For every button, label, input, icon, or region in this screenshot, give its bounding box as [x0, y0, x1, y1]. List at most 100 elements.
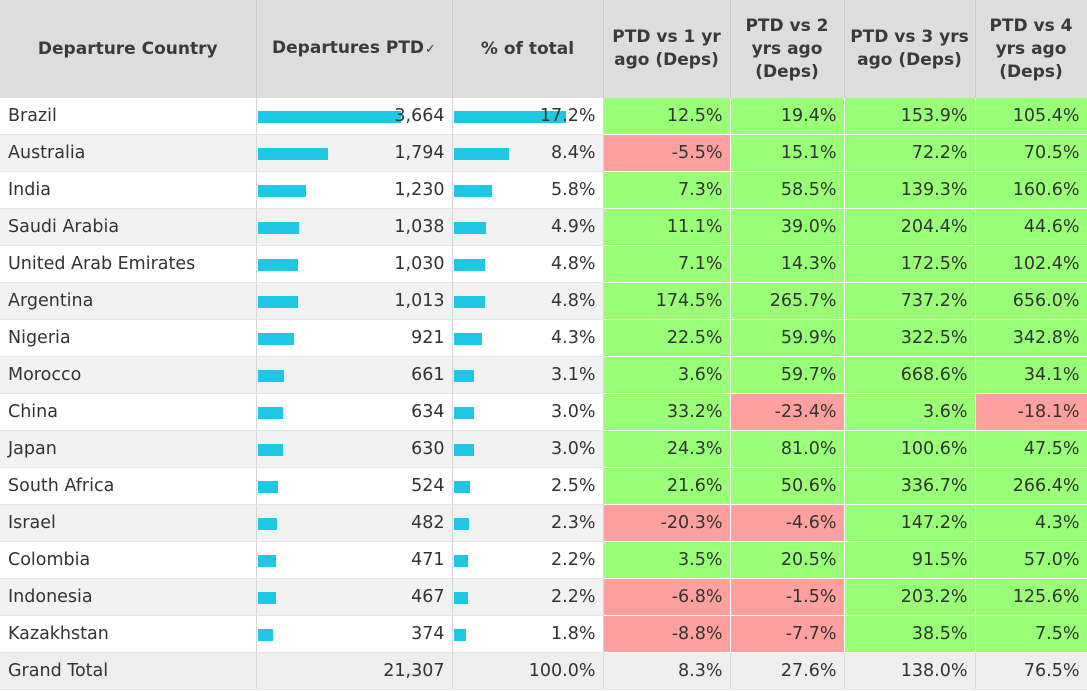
- table-row[interactable]: Israel 482 2.3% -20.3% -4.6% 147.2% 4.3%: [0, 504, 1087, 542]
- ptd-vs-4yr-cell: 266.4%: [975, 467, 1087, 505]
- total-vs-2yrs: 27.6%: [730, 652, 845, 690]
- departures-cell: 1,038: [256, 208, 453, 246]
- ptd-vs-1yr-cell: 24.3%: [603, 430, 731, 468]
- departures-bar: [257, 148, 328, 160]
- ptd-vs-4yr-cell: 4.3%: [975, 504, 1087, 542]
- header-pct-total[interactable]: % of total: [452, 0, 604, 98]
- departures-value: 482: [411, 513, 445, 533]
- country-cell: Saudi Arabia: [0, 208, 257, 246]
- departures-bar: [257, 629, 273, 641]
- ptd-vs-1yr-cell: 33.2%: [603, 393, 731, 431]
- table-row[interactable]: Brazil 3,664 17.2% 12.5% 19.4% 153.9% 105.4%: [0, 98, 1087, 135]
- table-row[interactable]: Japan 630 3.0% 24.3% 81.0% 100.6% 47.5%: [0, 430, 1087, 468]
- table-row[interactable]: India 1,230 5.8% 7.3% 58.5% 139.3% 160.6%: [0, 171, 1087, 209]
- header-ptd-vs-2yrs[interactable]: PTD vs 2 yrs ago (Deps): [730, 0, 845, 98]
- departures-bar: [257, 185, 306, 197]
- pct-total-value: 4.9%: [551, 217, 596, 237]
- header-ptd-vs-4yrs[interactable]: PTD vs 4 yrs ago (Deps): [975, 0, 1087, 98]
- pct-total-value: 2.3%: [551, 513, 596, 533]
- ptd-vs-2yr-cell: 59.7%: [730, 356, 845, 394]
- ptd-vs-4yr-cell: 656.0%: [975, 282, 1087, 320]
- pct-total-value: 3.0%: [551, 439, 596, 459]
- departures-cell: 1,030: [256, 245, 453, 283]
- table-row[interactable]: Saudi Arabia 1,038 4.9% 11.1% 39.0% 204.4% 44.…: [0, 208, 1087, 246]
- country-cell: India: [0, 171, 257, 209]
- ptd-vs-2yr-cell: -4.6%: [730, 504, 845, 542]
- header-row: Departure Country Departures PTD✓ % of t…: [0, 0, 1087, 98]
- pct-total-bar: [453, 592, 468, 604]
- departures-cell: 634: [256, 393, 453, 431]
- ptd-vs-1yr-cell: 12.5%: [603, 98, 731, 135]
- departures-cell: 374: [256, 615, 453, 653]
- country-cell: Morocco: [0, 356, 257, 394]
- departures-bar: [257, 296, 298, 308]
- pct-total-value: 2.2%: [551, 587, 596, 607]
- table-row[interactable]: China 634 3.0% 33.2% -23.4% 3.6% -18.1%: [0, 393, 1087, 431]
- country-cell: South Africa: [0, 467, 257, 505]
- pct-total-cell: 4.8%: [452, 245, 604, 283]
- table-row[interactable]: Australia 1,794 8.4% -5.5% 15.1% 72.2% 70.5%: [0, 134, 1087, 172]
- pct-total-cell: 3.0%: [452, 393, 604, 431]
- ptd-vs-4yr-cell: 47.5%: [975, 430, 1087, 468]
- table-row[interactable]: Indonesia 467 2.2% -6.8% -1.5% 203.2% 125.6%: [0, 578, 1087, 616]
- total-pct: 100.0%: [452, 652, 604, 690]
- ptd-vs-1yr-cell: -20.3%: [603, 504, 731, 542]
- table-row[interactable]: Nigeria 921 4.3% 22.5% 59.9% 322.5% 342.8%: [0, 319, 1087, 357]
- total-vs-1yr: 8.3%: [603, 652, 731, 690]
- header-ptd-vs-1yr[interactable]: PTD vs 1 yr ago (Deps): [603, 0, 731, 98]
- pct-total-bar: [453, 148, 509, 160]
- departures-value: 1,030: [394, 254, 445, 274]
- ptd-vs-1yr-cell: 3.5%: [603, 541, 731, 579]
- table-row[interactable]: South Africa 524 2.5% 21.6% 50.6% 336.7% 266.4…: [0, 467, 1087, 505]
- ptd-vs-1yr-cell: -8.8%: [603, 615, 731, 653]
- departures-bar: [257, 407, 283, 419]
- pct-total-cell: 2.2%: [452, 578, 604, 616]
- ptd-vs-3yr-cell: 72.2%: [844, 134, 976, 172]
- ptd-vs-4yr-cell: -18.1%: [975, 393, 1087, 431]
- ptd-vs-3yr-cell: 147.2%: [844, 504, 976, 542]
- pct-total-bar: [453, 111, 566, 123]
- table-row[interactable]: Kazakhstan 374 1.8% -8.8% -7.7% 38.5% 7.5%: [0, 615, 1087, 653]
- departures-bar: [257, 222, 299, 234]
- pct-total-cell: 5.8%: [452, 171, 604, 209]
- pct-total-cell: 3.1%: [452, 356, 604, 394]
- table-row[interactable]: Morocco 661 3.1% 3.6% 59.7% 668.6% 34.1%: [0, 356, 1087, 394]
- header-ptd-vs-3yrs[interactable]: PTD vs 3 yrs ago (Deps): [844, 0, 976, 98]
- country-cell: Argentina: [0, 282, 257, 320]
- pct-total-value: 2.2%: [551, 550, 596, 570]
- pct-total-cell: 1.8%: [452, 615, 604, 653]
- ptd-vs-3yr-cell: 139.3%: [844, 171, 976, 209]
- departures-cell: 921: [256, 319, 453, 357]
- ptd-vs-2yr-cell: -7.7%: [730, 615, 845, 653]
- country-cell: Kazakhstan: [0, 615, 257, 653]
- header-departure-country[interactable]: Departure Country: [0, 0, 257, 98]
- departures-value: 1,230: [394, 180, 445, 200]
- pct-total-bar: [453, 555, 468, 567]
- table-row[interactable]: Argentina 1,013 4.8% 174.5% 265.7% 737.2% 656.…: [0, 282, 1087, 320]
- ptd-vs-4yr-cell: 70.5%: [975, 134, 1087, 172]
- table-row[interactable]: United Arab Emirates 1,030 4.8% 7.1% 14.3% 17…: [0, 245, 1087, 283]
- country-cell: Japan: [0, 430, 257, 468]
- table-row[interactable]: Colombia 471 2.2% 3.5% 20.5% 91.5% 57.0%: [0, 541, 1087, 579]
- pct-total-cell: 3.0%: [452, 430, 604, 468]
- country-cell: Nigeria: [0, 319, 257, 357]
- sort-check-icon[interactable]: ✓: [425, 42, 436, 57]
- pct-total-value: 2.5%: [551, 476, 596, 496]
- pct-total-value: 4.3%: [551, 328, 596, 348]
- ptd-vs-4yr-cell: 125.6%: [975, 578, 1087, 616]
- departures-bar: [257, 518, 277, 530]
- ptd-vs-2yr-cell: 14.3%: [730, 245, 845, 283]
- pct-total-value: 3.0%: [551, 402, 596, 422]
- ptd-vs-3yr-cell: 737.2%: [844, 282, 976, 320]
- pct-total-cell: 2.5%: [452, 467, 604, 505]
- ptd-vs-1yr-cell: -5.5%: [603, 134, 731, 172]
- ptd-vs-3yr-cell: 100.6%: [844, 430, 976, 468]
- departures-value: 921: [411, 328, 445, 348]
- ptd-vs-3yr-cell: 668.6%: [844, 356, 976, 394]
- pct-total-cell: 4.8%: [452, 282, 604, 320]
- pct-total-cell: 2.3%: [452, 504, 604, 542]
- ptd-vs-3yr-cell: 91.5%: [844, 541, 976, 579]
- ptd-vs-1yr-cell: 7.3%: [603, 171, 731, 209]
- total-label: Grand Total: [0, 652, 257, 690]
- header-departures-ptd[interactable]: Departures PTD✓: [256, 0, 453, 98]
